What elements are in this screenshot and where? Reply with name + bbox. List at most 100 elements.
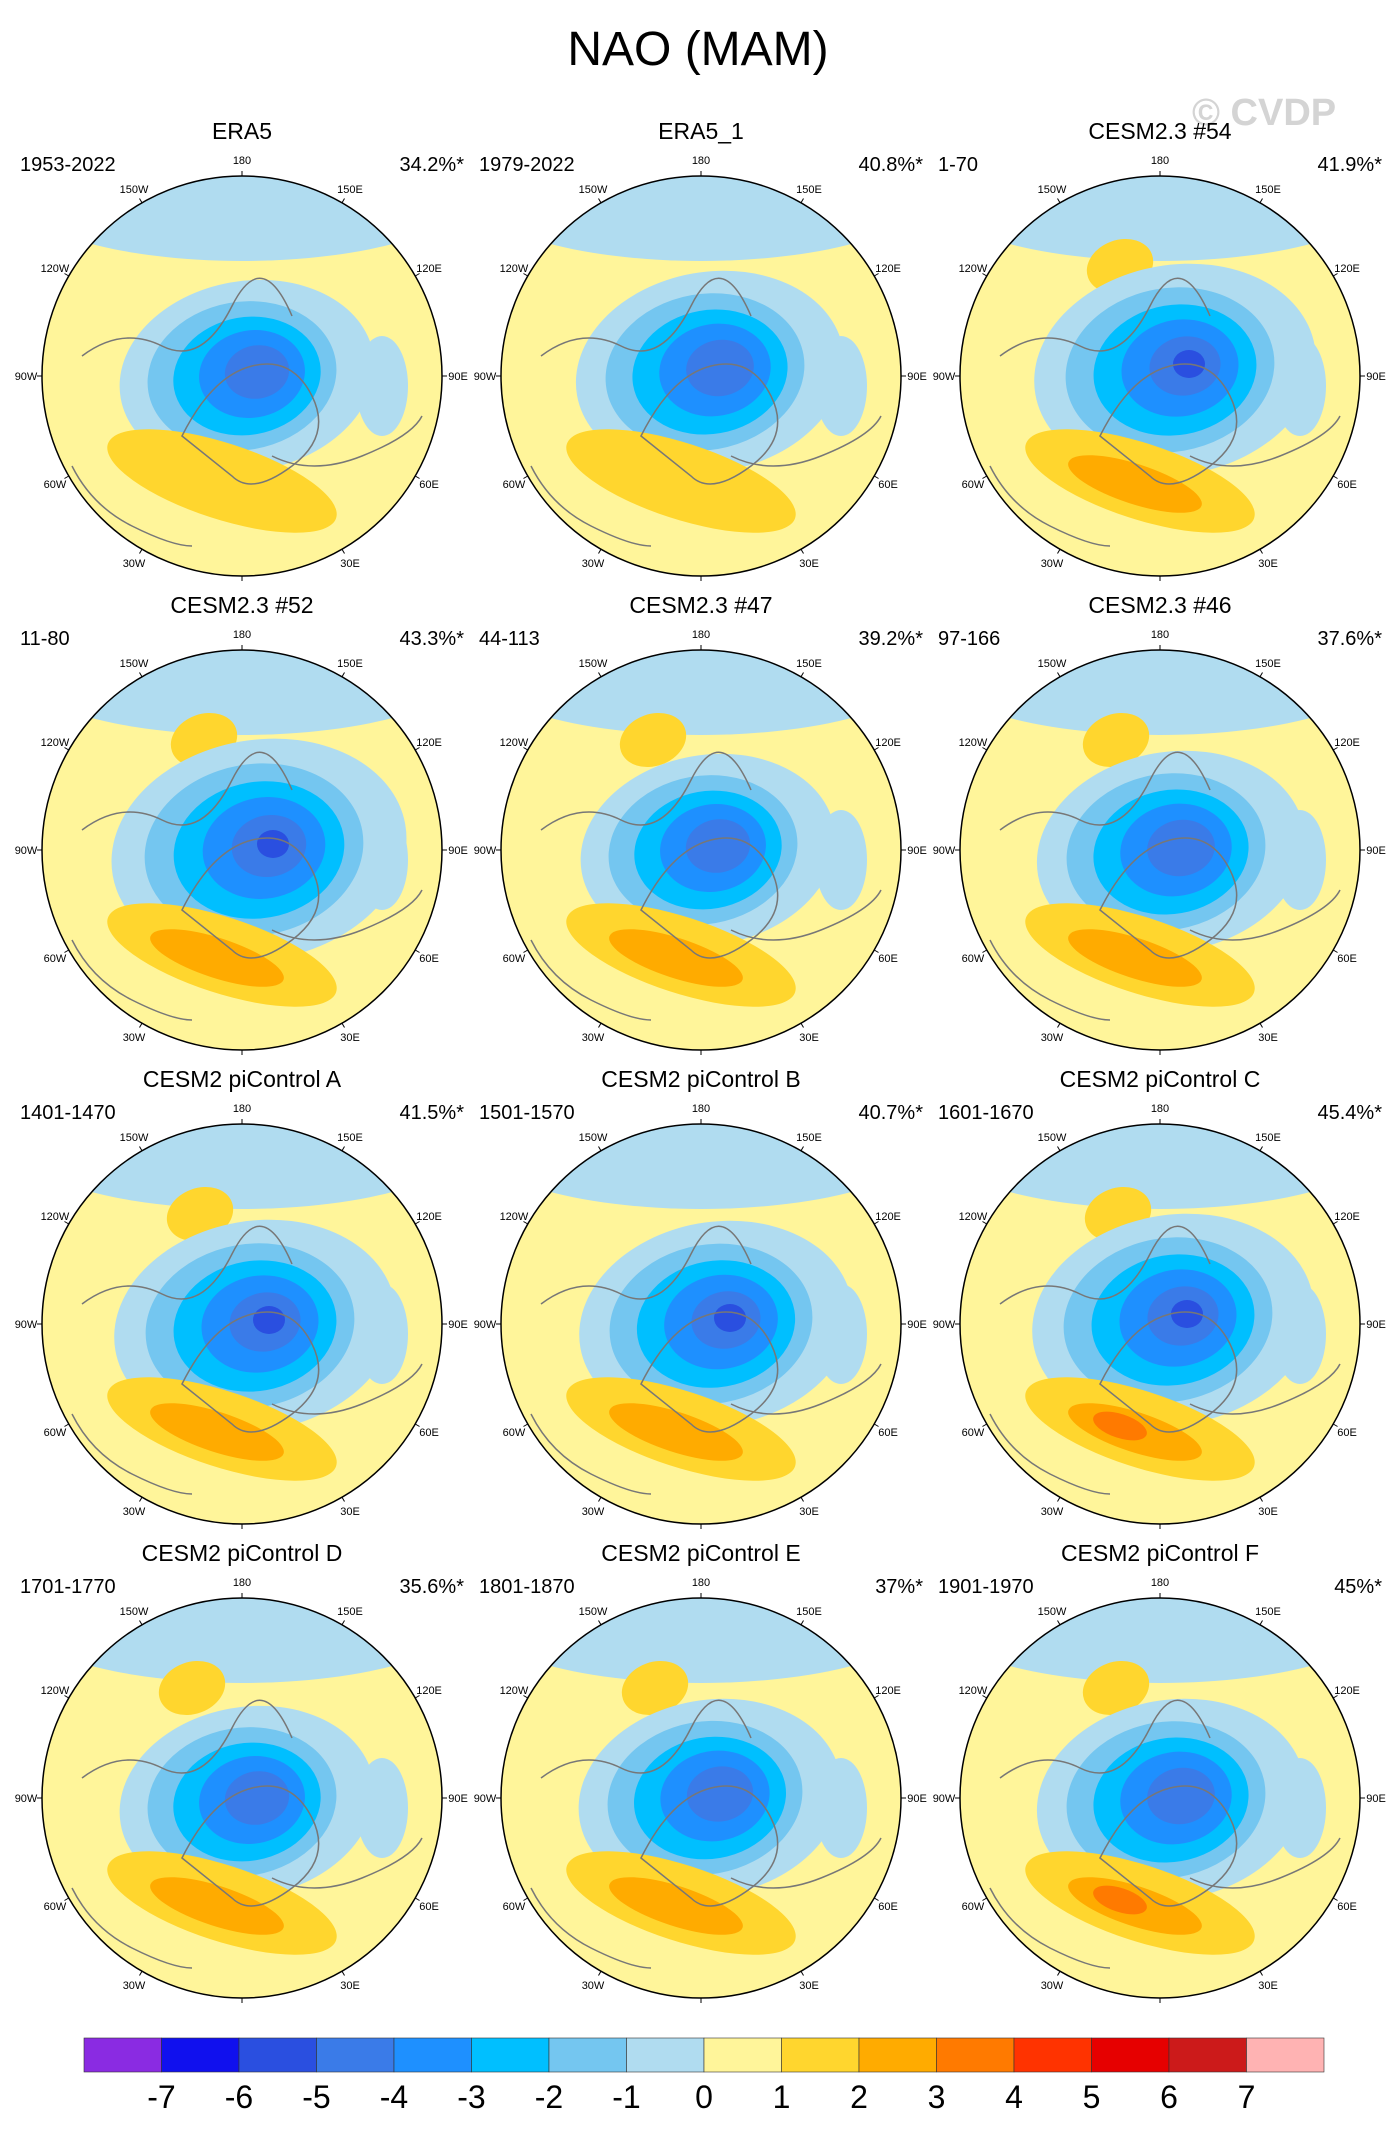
pacific-negative-band: [960, 1124, 1360, 1209]
longitude-tick: [341, 198, 345, 204]
longitude-label: 120W: [959, 1211, 988, 1223]
longitude-tick: [64, 273, 70, 277]
longitude-tick: [598, 672, 602, 678]
longitude-label: 30W: [582, 558, 605, 570]
longitude-label: 150W: [1038, 1132, 1067, 1144]
longitude-tick: [873, 1221, 879, 1225]
panel-title: CESM2 piControl C: [1059, 1066, 1261, 1092]
longitude-label: 180: [1151, 1103, 1169, 1115]
longitude-label: 180: [692, 629, 710, 641]
longitude-label: 120E: [1334, 1685, 1360, 1697]
longitude-label: 30W: [1041, 558, 1064, 570]
longitude-label: 90W: [933, 845, 956, 857]
longitude-label: 180: [233, 1103, 251, 1115]
polar-map: 180 150E 120E 90E 60E 30E 0 30W 60W 90W 120W 150W: [474, 629, 927, 1062]
longitude-label: 30W: [123, 1980, 146, 1992]
colorbar-swatch: [626, 2037, 705, 2073]
atlantic-lobe-level-2: [609, 1403, 743, 1461]
longitude-tick: [1259, 1496, 1263, 1502]
longitude-tick: [139, 672, 143, 678]
longitude-label: 150W: [1038, 1606, 1067, 1618]
panel-years: 1953-2022: [20, 154, 116, 176]
map-panel: CESM2 piControl D 1701-1770 35.6%* 180 15…: [12, 1540, 472, 2010]
longitude-tick: [873, 273, 879, 277]
longitude-label: 60W: [44, 953, 67, 965]
longitude-label: 0: [698, 587, 704, 588]
longitude-label: 0: [698, 1535, 704, 1536]
longitude-label: 150E: [1255, 658, 1281, 670]
longitude-tick: [414, 475, 420, 479]
longitude-label: 180: [1151, 629, 1169, 641]
longitude-label: 120W: [500, 737, 529, 749]
figure-title: NAO (MAM): [567, 23, 829, 76]
longitude-tick: [1332, 1897, 1338, 1901]
longitude-label: 30W: [123, 1506, 146, 1518]
longitude-label: 0: [1157, 1061, 1163, 1062]
arctic-lobe-level-5: [1147, 819, 1215, 877]
longitude-tick: [64, 1221, 70, 1225]
atlantic-lobe-level-2: [150, 929, 284, 987]
coastline: [730, 415, 882, 467]
coastline: [999, 1699, 1211, 1779]
panel-variance-pct: 41.5%*: [399, 1102, 465, 1124]
longitude-label: 30W: [1041, 1980, 1064, 1992]
longitude-tick: [414, 747, 420, 751]
longitude-label: 120E: [416, 1685, 442, 1697]
longitude-tick: [873, 1897, 879, 1901]
panel-variance-pct: 35.6%*: [399, 1576, 465, 1598]
coastline: [540, 1699, 752, 1779]
longitude-tick: [523, 475, 529, 479]
panel-title: ERA5: [211, 118, 273, 144]
longitude-label: 0: [239, 2009, 245, 2010]
coastline: [999, 751, 1211, 831]
longitude-label: 150W: [1038, 658, 1067, 670]
coastline: [640, 363, 779, 485]
longitude-label: 150E: [796, 184, 822, 196]
pacific-positive-lobe: [619, 712, 687, 768]
longitude-tick: [1332, 747, 1338, 751]
coastline: [181, 837, 320, 959]
colorbar-tick-label: 6: [1160, 2079, 1178, 2115]
pacific-negative-band: [960, 650, 1360, 735]
longitude-label: 90E: [907, 1793, 927, 1805]
pacific-positive-lobe: [158, 1660, 226, 1716]
coastline: [1099, 363, 1238, 485]
longitude-tick: [139, 1496, 143, 1502]
longitude-label: 120E: [1334, 737, 1360, 749]
polar-map: 180 150E 120E 90E 60E 30E 0 30W 60W 90W 120W 150W: [15, 1577, 468, 2010]
longitude-label: 120E: [875, 737, 901, 749]
colorbar-swatch: [316, 2037, 395, 2073]
longitude-tick: [1259, 1620, 1263, 1626]
longitude-tick: [800, 672, 804, 678]
longitude-tick: [523, 949, 529, 953]
longitude-label: 150W: [120, 184, 149, 196]
coastline: [530, 465, 652, 547]
longitude-label: 90E: [448, 371, 468, 383]
pacific-negative-band: [42, 1598, 442, 1683]
coastline: [71, 939, 193, 1021]
longitude-label: 60W: [44, 1427, 67, 1439]
coastline: [989, 1887, 1111, 1969]
coastline: [540, 1225, 752, 1305]
longitude-label: 30W: [582, 1980, 605, 1992]
longitude-tick: [873, 949, 879, 953]
pacific-negative-band: [960, 176, 1360, 261]
colorbar-swatch: [393, 2037, 472, 2073]
longitude-label: 60E: [878, 953, 898, 965]
panel-variance-pct: 37%*: [875, 1576, 923, 1598]
coastline: [81, 1225, 293, 1305]
longitude-label: 30E: [1258, 558, 1278, 570]
longitude-tick: [1057, 1146, 1061, 1152]
coastline: [540, 277, 752, 357]
coastline: [271, 889, 423, 941]
colorbar-swatch: [1013, 2037, 1092, 2073]
longitude-label: 90W: [933, 1319, 956, 1331]
colorbar: -7 -6 -5 -4 -3 -2 -1 0 1 2 3 4 5 6 7: [83, 2037, 1325, 2115]
coastline: [1099, 837, 1238, 959]
panel-years: 1701-1770: [20, 1576, 116, 1598]
arctic-lobe-level-5: [1147, 1767, 1215, 1825]
longitude-label: 60E: [878, 1901, 898, 1913]
longitude-label: 30E: [1258, 1032, 1278, 1044]
coastline: [989, 1413, 1111, 1495]
longitude-label: 150E: [796, 1606, 822, 1618]
